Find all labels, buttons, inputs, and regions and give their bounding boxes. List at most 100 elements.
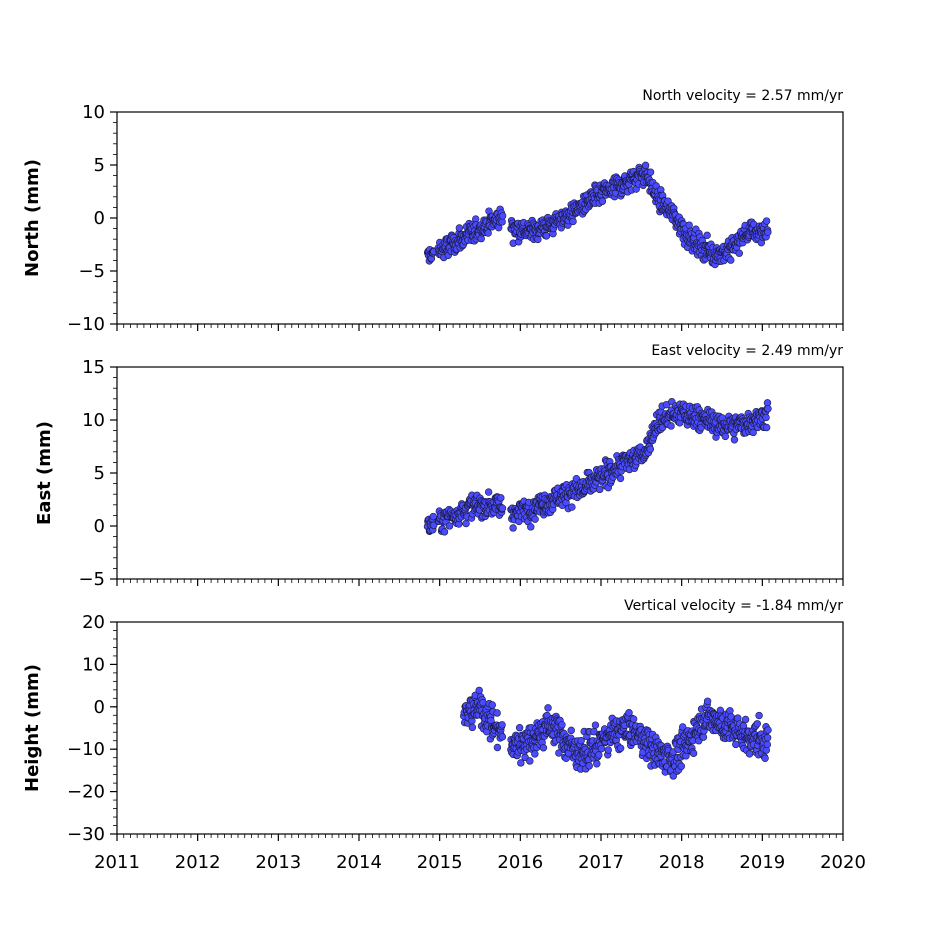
data-point [641, 161, 650, 170]
x-tick-label: 2018 [659, 852, 705, 873]
data-point [629, 715, 638, 723]
data-point [721, 432, 730, 441]
data-point [763, 734, 772, 742]
data-point [445, 522, 454, 530]
y-tick-label: −10 [67, 739, 105, 760]
data-point [679, 723, 687, 731]
data-point [753, 720, 761, 728]
y-tick-label: 5 [94, 463, 105, 484]
data-point [727, 256, 735, 264]
y-tick-label: −5 [78, 261, 105, 282]
x-tick-label: 2011 [94, 852, 140, 873]
panel-1: East velocity = 2.49 mm/yr East (mm) −5 0 5 1… [34, 343, 844, 590]
velocity-label: East velocity = 2.49 mm/yr [651, 343, 843, 359]
data-point [429, 512, 437, 521]
data-point [763, 740, 772, 749]
data-point [498, 733, 507, 741]
y-axis-label: North (mm) [22, 159, 43, 277]
data-point [598, 197, 607, 205]
data-point [544, 704, 552, 712]
data-point [749, 428, 757, 437]
data-point [539, 744, 548, 752]
y-tick-label: 10 [82, 102, 105, 123]
y-tick-label: 10 [82, 410, 105, 431]
data-points [460, 686, 772, 780]
data-point [762, 217, 771, 225]
panel-0: North velocity = 2.57 mm/yr North (mm) −10… [22, 88, 844, 335]
data-point [764, 726, 772, 734]
data-point [498, 504, 507, 512]
data-point [703, 697, 712, 705]
data-point [741, 715, 750, 724]
data-point [569, 217, 577, 226]
data-point [585, 762, 593, 770]
data-point [440, 528, 449, 536]
y-tick-label: 0 [94, 697, 105, 718]
y-tick-label: 0 [94, 208, 105, 229]
y-tick-label: 0 [94, 516, 105, 537]
data-point [577, 736, 585, 745]
data-point [595, 751, 603, 759]
data-point [762, 423, 771, 432]
data-points [423, 161, 772, 269]
data-point [596, 485, 604, 494]
data-point [764, 228, 772, 236]
data-point [646, 168, 655, 176]
x-tick-label: 2013 [255, 852, 301, 873]
data-point [685, 221, 693, 229]
x-tick-label: 2019 [739, 852, 785, 873]
data-point [515, 723, 524, 732]
data-point [646, 445, 655, 453]
data-point [555, 749, 563, 757]
y-tick-label: 5 [94, 155, 105, 176]
y-tick-label: 10 [82, 654, 105, 675]
data-point [677, 762, 686, 770]
data-point [493, 743, 502, 752]
data-point [591, 721, 600, 729]
plot-frame [116, 111, 844, 325]
data-point [755, 711, 763, 720]
data-point [498, 721, 506, 729]
y-tick-label: −20 [67, 782, 105, 803]
x-tick-label: 2014 [336, 852, 382, 873]
data-point [597, 744, 606, 753]
data-point [468, 723, 477, 732]
data-point [616, 744, 625, 752]
y-axis-label: Height (mm) [22, 664, 43, 792]
data-point [689, 749, 698, 758]
data-point [526, 757, 534, 765]
data-point [558, 721, 566, 729]
data-point [531, 750, 539, 758]
data-point [735, 249, 743, 257]
data-point [484, 229, 492, 237]
x-tick-label: 2016 [497, 852, 543, 873]
x-tick-label: 2015 [417, 852, 463, 873]
y-tick-label: −30 [67, 824, 105, 845]
data-point [726, 707, 734, 715]
data-point [616, 474, 625, 483]
data-point [475, 686, 483, 695]
data-point [669, 772, 677, 780]
data-point [730, 436, 739, 444]
data-point [604, 746, 612, 754]
y-tick-label: −5 [78, 569, 105, 590]
data-point [498, 212, 507, 220]
data-point [527, 523, 535, 531]
data-point [568, 503, 576, 511]
plot-frame [116, 366, 844, 580]
data-point [764, 405, 772, 413]
velocity-label: Vertical velocity = -1.84 mm/yr [624, 598, 843, 614]
data-point [517, 759, 525, 767]
y-tick-label: 20 [82, 612, 105, 633]
data-point [484, 488, 493, 496]
x-tick-label: 2017 [578, 852, 624, 873]
data-points [423, 398, 772, 536]
velocity-label: North velocity = 2.57 mm/yr [642, 88, 843, 104]
y-tick-label: −10 [67, 314, 105, 335]
data-point [488, 701, 496, 709]
data-point [762, 413, 770, 422]
data-point [567, 726, 575, 735]
data-point [493, 709, 501, 717]
data-point [593, 760, 601, 768]
data-point [703, 231, 711, 240]
